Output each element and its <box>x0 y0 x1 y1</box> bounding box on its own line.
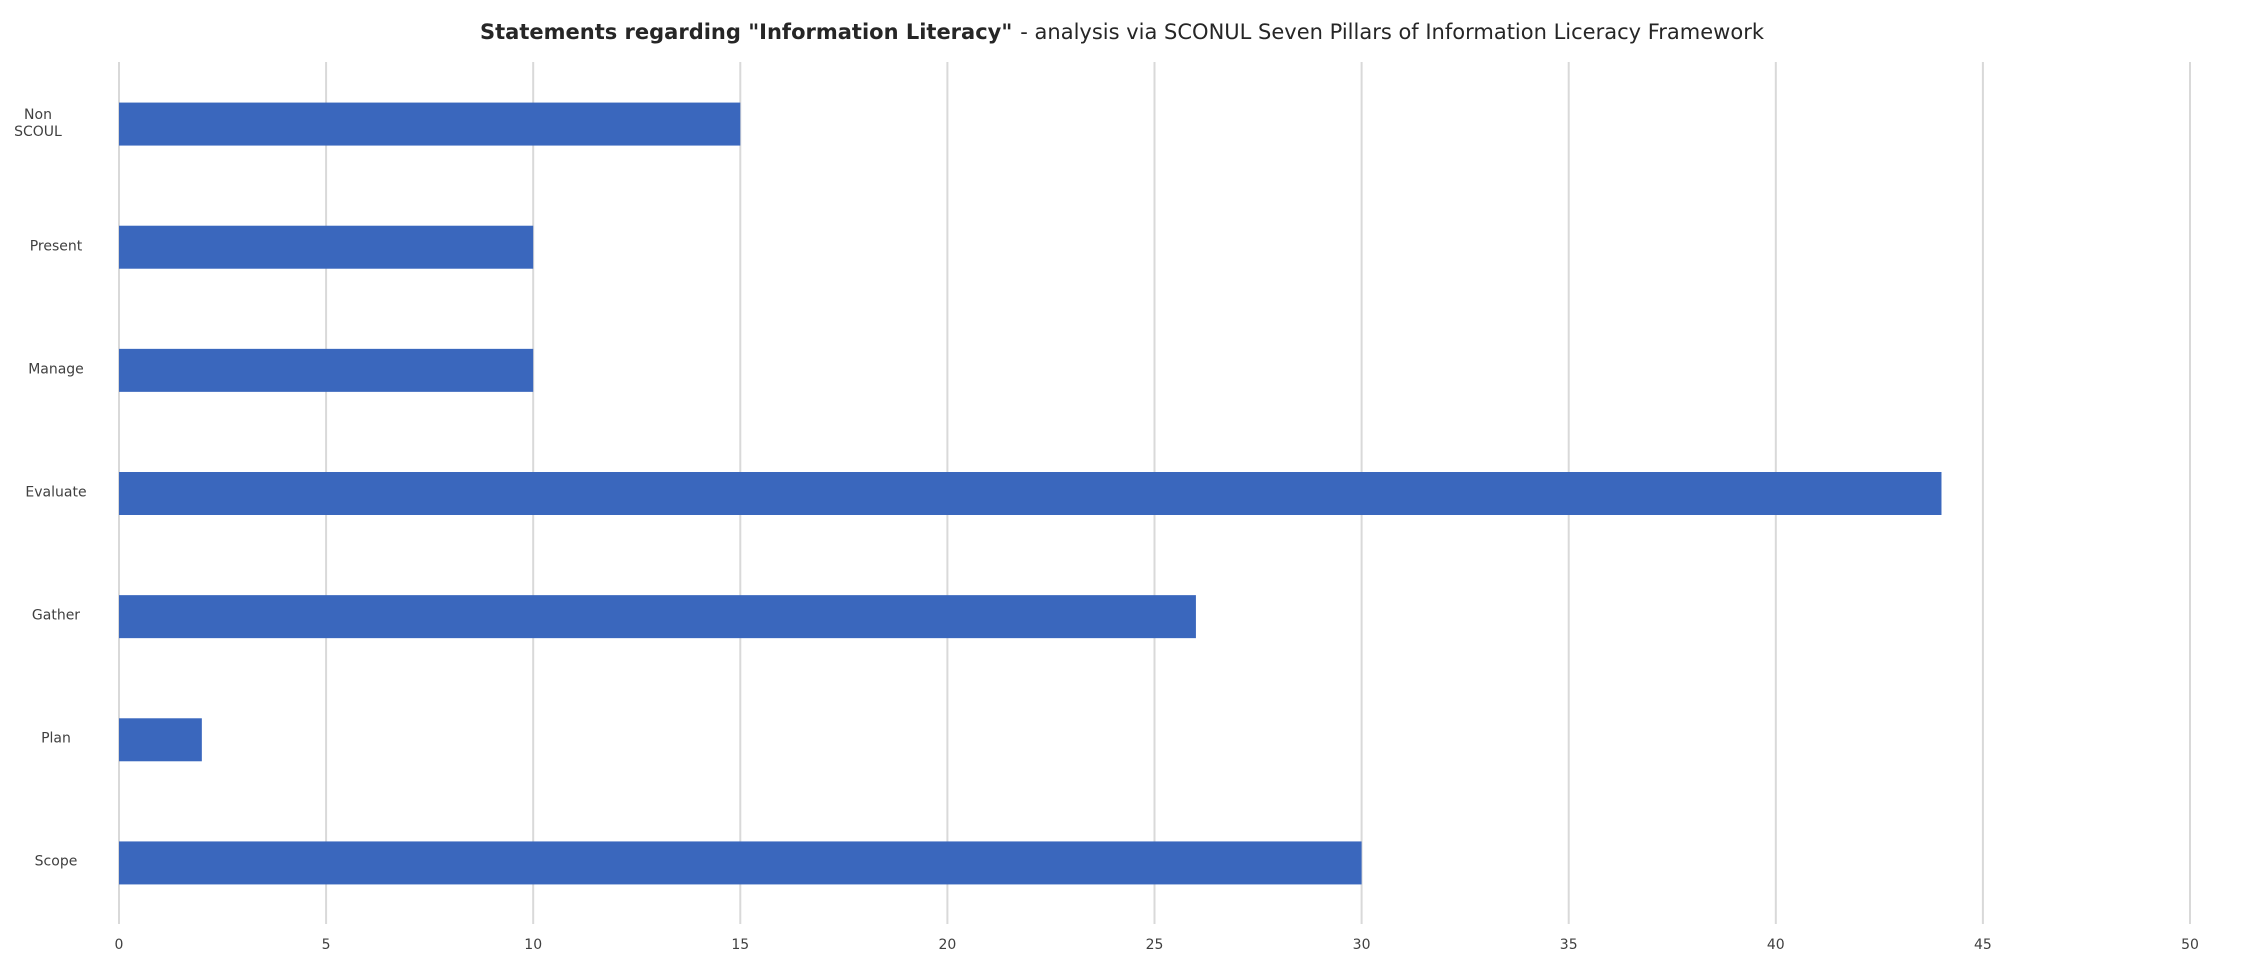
y-tick-label: Scope <box>34 853 78 870</box>
bar <box>119 472 1942 515</box>
x-tick-label: 50 <box>2181 937 2199 953</box>
y-tick-label: Non SCOUL <box>14 106 62 140</box>
x-tick-label: 45 <box>1974 937 1992 953</box>
chart-title-bold: Statements regarding "Information Litera… <box>480 20 1012 44</box>
x-tick-label: 25 <box>1146 937 1164 953</box>
x-tick-label: 40 <box>1767 937 1785 953</box>
chart-title: Statements regarding "Information Litera… <box>480 20 1765 44</box>
x-tick-label: 30 <box>1353 937 1371 953</box>
bar <box>119 595 1196 639</box>
x-tick-label: 35 <box>1560 937 1578 953</box>
y-tick-label: Evaluate <box>25 484 87 501</box>
x-tick-label: 10 <box>524 937 542 953</box>
x-tick-label: 20 <box>938 937 956 953</box>
y-tick-label: Manage <box>28 361 84 378</box>
bar <box>119 348 534 392</box>
x-tick-label: 15 <box>731 937 749 953</box>
x-tick-label: 5 <box>322 937 331 953</box>
bar <box>119 225 534 269</box>
bar <box>119 841 1362 885</box>
y-tick-label: Plan <box>41 730 71 747</box>
y-tick-label: Present <box>29 238 83 255</box>
bar <box>119 718 202 762</box>
chart-title-rest: - analysis via SCONUL Seven Pillars of I… <box>1020 20 1765 44</box>
y-tick-label: Gather <box>31 607 81 624</box>
x-tick-label: 0 <box>115 937 124 953</box>
bar <box>119 102 741 146</box>
